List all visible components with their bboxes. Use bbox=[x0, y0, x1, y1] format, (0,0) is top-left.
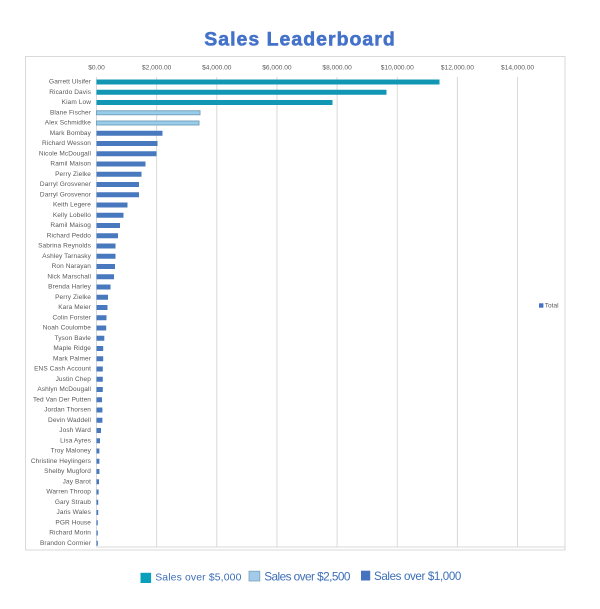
svg-text:Maple Ridge: Maple Ridge bbox=[53, 345, 91, 352]
svg-text:Brandon Cormier: Brandon Cormier bbox=[40, 540, 92, 547]
svg-text:Darryl Grosvenor: Darryl Grosvenor bbox=[40, 191, 92, 198]
svg-text:$8,000.00: $8,000.00 bbox=[322, 65, 352, 72]
svg-text:Jaris Wales: Jaris Wales bbox=[57, 509, 92, 516]
svg-text:Alex Schmidtke: Alex Schmidtke bbox=[45, 120, 91, 127]
svg-text:Sales over $2,500: Sales over $2,500 bbox=[264, 570, 351, 584]
svg-text:Christine Heylingers: Christine Heylingers bbox=[31, 458, 92, 465]
svg-text:Sales Leaderboard: Sales Leaderboard bbox=[204, 29, 396, 51]
svg-text:Keith Legere: Keith Legere bbox=[53, 202, 91, 209]
svg-text:ENS Cash Account: ENS Cash Account bbox=[34, 366, 91, 373]
svg-text:Troy Maloney: Troy Maloney bbox=[51, 448, 92, 455]
svg-text:Sabrina Reynolds: Sabrina Reynolds bbox=[38, 243, 92, 250]
svg-text:Ron Narayan: Ron Narayan bbox=[52, 263, 92, 270]
svg-text:Ramil Maison: Ramil Maison bbox=[50, 161, 91, 168]
svg-text:$0.00: $0.00 bbox=[88, 65, 105, 72]
svg-text:$14,000.00: $14,000.00 bbox=[501, 65, 534, 72]
svg-text:Devin Waddell: Devin Waddell bbox=[48, 417, 91, 424]
svg-text:$2,000.00: $2,000.00 bbox=[142, 65, 172, 72]
svg-text:Kelly Lobello: Kelly Lobello bbox=[53, 212, 91, 219]
svg-text:Jay Barot: Jay Barot bbox=[63, 478, 91, 485]
svg-text:Shelby Mugford: Shelby Mugford bbox=[44, 468, 91, 475]
svg-text:Nick Marschall: Nick Marschall bbox=[47, 273, 91, 280]
svg-text:PGR House: PGR House bbox=[55, 519, 91, 526]
svg-text:Mark Palmer: Mark Palmer bbox=[53, 355, 92, 362]
svg-text:Mark Bombay: Mark Bombay bbox=[50, 130, 92, 137]
svg-text:Kara Meier: Kara Meier bbox=[58, 304, 92, 311]
svg-text:Perry Zielke: Perry Zielke bbox=[55, 171, 91, 178]
svg-text:$12,000.00: $12,000.00 bbox=[441, 65, 474, 72]
svg-text:$6,000.00: $6,000.00 bbox=[262, 65, 292, 72]
svg-text:Richard Wesson: Richard Wesson bbox=[42, 140, 91, 147]
svg-text:Colin Forster: Colin Forster bbox=[52, 314, 91, 321]
svg-text:Jordan Thorsen: Jordan Thorsen bbox=[44, 407, 91, 414]
svg-text:Richard Peddo: Richard Peddo bbox=[47, 232, 92, 239]
svg-text:Josh Ward: Josh Ward bbox=[59, 427, 91, 434]
svg-text:Tyson Bavle: Tyson Bavle bbox=[54, 335, 91, 342]
svg-text:Justin Chep: Justin Chep bbox=[56, 376, 92, 383]
svg-text:Perry Zielke: Perry Zielke bbox=[55, 294, 91, 301]
svg-text:Kiam Low: Kiam Low bbox=[62, 99, 92, 106]
svg-text:Brenda Harley: Brenda Harley bbox=[48, 284, 91, 291]
svg-text:Sales over $1,000: Sales over $1,000 bbox=[374, 570, 461, 583]
svg-text:Blane Fischer: Blane Fischer bbox=[50, 109, 92, 116]
svg-text:Richard Morin: Richard Morin bbox=[49, 530, 91, 537]
svg-text:Lisa Ayres: Lisa Ayres bbox=[60, 437, 92, 444]
svg-text:Darryl Grosvener: Darryl Grosvener bbox=[40, 181, 92, 188]
svg-text:Sales over $5,000: Sales over $5,000 bbox=[155, 573, 241, 584]
svg-text:Garrett Ulsifer: Garrett Ulsifer bbox=[49, 79, 92, 86]
svg-text:Gary Straub: Gary Straub bbox=[55, 499, 91, 506]
svg-text:Ricardo Davis: Ricardo Davis bbox=[49, 89, 91, 96]
svg-text:$10,000.00: $10,000.00 bbox=[381, 65, 414, 72]
svg-text:Nicole McDougall: Nicole McDougall bbox=[39, 150, 92, 157]
svg-text:Ramil Maisog: Ramil Maisog bbox=[50, 222, 91, 229]
svg-text:Ted Van Der Putten: Ted Van Der Putten bbox=[33, 396, 91, 403]
svg-text:Total: Total bbox=[545, 302, 559, 309]
svg-text:Noah Coulombe: Noah Coulombe bbox=[43, 325, 92, 332]
svg-text:$4,000.00: $4,000.00 bbox=[202, 65, 232, 72]
svg-text:Ashley Tarnasky: Ashley Tarnasky bbox=[42, 253, 91, 260]
svg-text:Ashlyn McDougall: Ashlyn McDougall bbox=[37, 386, 91, 393]
svg-text:Warren Throop: Warren Throop bbox=[46, 489, 91, 496]
